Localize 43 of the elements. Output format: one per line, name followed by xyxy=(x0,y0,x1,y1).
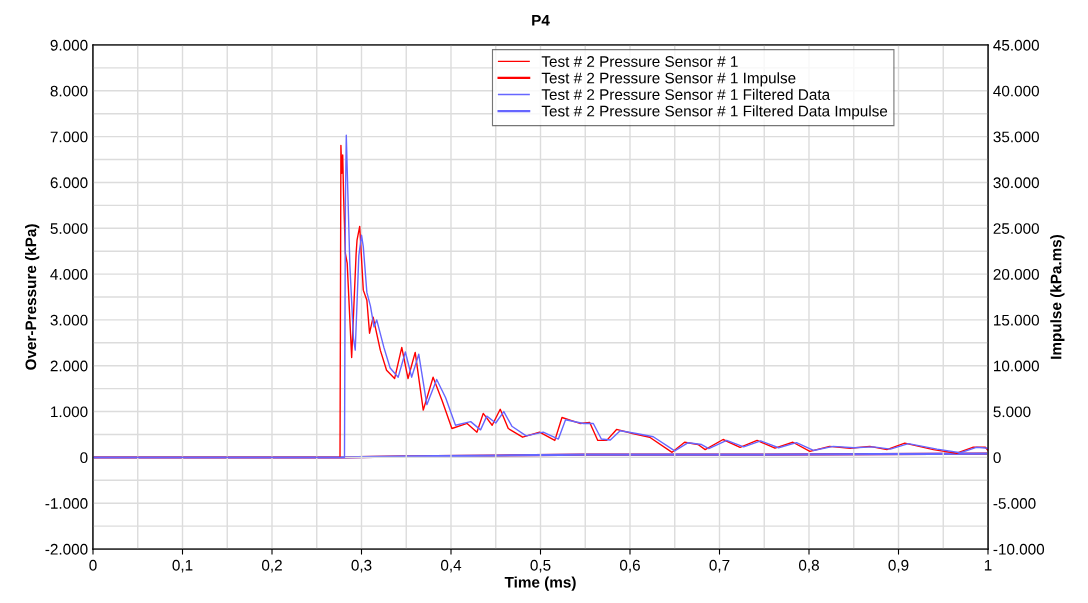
y-tick-label: 1.000 xyxy=(51,406,88,418)
y-tick-label: 3.000 xyxy=(50,314,88,326)
y2-tick-label: 35.000 xyxy=(993,131,1039,143)
legend-label: Test # 2 Pressure Sensor # 1 Filtered Data Impulse xyxy=(541,105,888,120)
y2-tick-label: 10.000 xyxy=(994,360,1039,372)
chart-title: P4 xyxy=(532,15,550,26)
y2-tick-label: 45.000 xyxy=(993,39,1039,51)
legend-label: Test # 2 Pressure Sensor # 1 Filtered Data xyxy=(541,88,831,100)
y2-tick-label: 15.000 xyxy=(994,314,1039,326)
y2-tick-label: -10.000 xyxy=(993,543,1045,555)
x-tick-label: 0,5 xyxy=(530,559,551,573)
y-tick-label: 7.000 xyxy=(50,131,88,143)
y-tick-label: 9.000 xyxy=(50,39,88,51)
x-tick-label: 0,9 xyxy=(888,559,909,573)
y-tick-label: -1.000 xyxy=(45,498,88,509)
x-tick-label: 0,4 xyxy=(440,559,462,573)
y-tick-label: -2.000 xyxy=(45,543,88,555)
x-tick-label: 0,6 xyxy=(619,559,640,573)
y-tick-label: 2.000 xyxy=(50,360,88,372)
x-axis-title: Time (ms) xyxy=(504,576,576,591)
x-tick-label: 0,7 xyxy=(709,559,730,573)
y-tick-label: 4.000 xyxy=(50,268,88,280)
x-tick-label: 0,1 xyxy=(172,559,193,573)
y2-axis-title: Impulse (kPa.ms) xyxy=(1050,234,1065,359)
y-tick-label: 6.000 xyxy=(50,177,88,189)
y2-tick-label: 25.000 xyxy=(993,223,1039,234)
y2-tick-label: 30.000 xyxy=(993,177,1039,189)
y-tick-label: 0 xyxy=(80,452,88,464)
y2-tick-label: 40.000 xyxy=(993,85,1039,97)
legend-label: Test # 2 Pressure Sensor # 1 xyxy=(541,56,738,67)
y2-tick-label: 20.000 xyxy=(993,268,1039,280)
legend-label: Test # 2 Pressure Sensor # 1 Impulse xyxy=(541,72,796,87)
y2-tick-label: -5.000 xyxy=(993,498,1036,509)
y2-tick-label: 0 xyxy=(993,452,1001,464)
x-tick-label: 0,3 xyxy=(351,559,372,573)
y-axis-title: Over-Pressure (kPa) xyxy=(25,224,40,370)
x-tick-label: 0,2 xyxy=(261,559,282,573)
x-tick-label: 1 xyxy=(984,559,992,571)
x-tick-label: 0 xyxy=(89,559,97,571)
x-tick-label: 0,8 xyxy=(798,559,819,573)
y2-tick-label: 5.000 xyxy=(993,406,1031,418)
y-tick-label: 8.000 xyxy=(50,85,88,97)
y-tick-label: 5.000 xyxy=(50,223,88,234)
